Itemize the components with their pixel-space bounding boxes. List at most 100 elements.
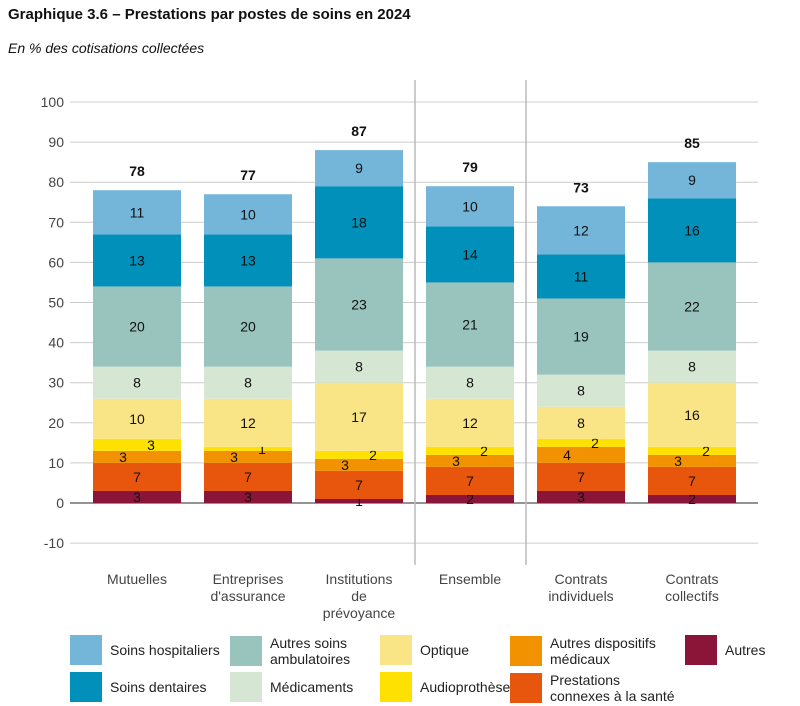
data-label: 1 [355,493,363,509]
legend-swatch [510,673,542,703]
legend-item: Soins dentaires [70,672,226,702]
x-tick-label: Institutions [326,571,393,587]
bar-segment [315,186,403,259]
y-tick-label: 20 [48,415,64,431]
legend-item: Autres soins ambulatoires [230,635,376,667]
bar-segment [204,234,292,287]
bar-segment [315,458,403,471]
data-label: 13 [129,252,145,268]
legend-item: Optique [380,635,506,665]
x-tick-label: Entreprises [213,571,284,587]
data-label: 13 [240,252,256,268]
legend-item: Soins hospitaliers [70,635,226,665]
bar-segment [648,466,736,495]
legend-swatch [70,635,102,665]
data-label: 22 [684,299,700,315]
y-tick-label: 30 [48,375,64,391]
data-label: 21 [462,317,478,333]
total-label: 87 [351,123,367,139]
bar-segment [93,438,181,451]
data-label: 12 [240,415,256,431]
bar-segment [648,382,736,447]
bar-segment [648,262,736,351]
data-label: 14 [462,246,478,262]
data-label: 3 [452,453,460,469]
data-label: 8 [466,375,474,391]
data-label: 3 [230,449,238,465]
data-label: 8 [244,375,252,391]
bar-segment [315,150,403,187]
chart-subtitle: En % des cotisations collectées [8,40,205,56]
bar-segment [537,298,625,375]
bar-segment [204,446,292,451]
bar-segment [537,406,625,439]
data-label: 3 [133,489,141,505]
bar-segment [537,206,625,255]
bar-segment [315,470,403,499]
bar-segment [315,450,403,459]
bar-segment [537,254,625,299]
bar-segment [648,446,736,455]
y-tick-label: 80 [48,174,64,190]
data-label: 3 [341,457,349,473]
data-label: 7 [466,473,474,489]
data-label: 1 [258,441,266,457]
legend-swatch [685,635,717,665]
bar-segment [648,454,736,467]
data-label: 9 [688,172,696,188]
bar-segment [93,190,181,235]
legend-label: Optique [420,642,470,658]
data-label: 11 [574,268,589,284]
data-label: 2 [369,447,377,463]
legend-swatch [510,636,542,666]
data-label: 16 [684,222,700,238]
bar-segment [315,258,403,351]
x-tick-label: Contrats [666,571,719,587]
data-label: 8 [577,383,585,399]
bar-segment [204,286,292,367]
legend-item: Médicaments [230,672,376,702]
bar-segment [93,366,181,399]
y-tick-label: 60 [48,254,64,270]
x-tick-label: individuels [548,588,613,604]
bar-segment [204,366,292,399]
bar-segment [537,438,625,447]
bar-segment [315,350,403,383]
data-label: 17 [351,409,367,425]
legend-item: Autres [685,635,790,665]
bar-segment [426,398,514,447]
bar-segment [537,446,625,463]
data-label: 10 [240,206,256,222]
data-label: 3 [577,489,585,505]
data-label: 3 [674,453,682,469]
data-label: 18 [351,214,367,230]
data-label: 7 [577,469,585,485]
bar-segment [204,462,292,491]
legend-label: Autres soins ambulatoires [270,635,351,667]
data-label: 4 [563,447,571,463]
data-label: 10 [462,198,478,214]
x-tick-label: Ensemble [439,571,501,587]
bar-segment [204,490,292,503]
data-label: 3 [119,449,127,465]
data-label: 12 [573,222,589,238]
legend-swatch [230,672,262,702]
total-label: 77 [240,167,256,183]
bar-segment [648,494,736,503]
total-label: 85 [684,135,700,151]
y-tick-label: -10 [44,535,64,551]
legend-swatch [230,636,262,666]
x-tick-label: collectifs [665,588,719,604]
legend-label: Audioprothèses [420,679,518,695]
legend-item: Prestations connexes à la santé [510,672,681,704]
data-label: 8 [688,359,696,375]
data-label: 8 [133,375,141,391]
data-label: 9 [355,160,363,176]
x-tick-label: prévoyance [323,605,396,621]
legend-label: Autres [725,642,766,658]
data-label: 20 [240,319,256,335]
data-label: 7 [355,477,363,493]
bar-segment [426,454,514,467]
bar-segment [93,450,181,463]
legend-swatch [380,635,412,665]
